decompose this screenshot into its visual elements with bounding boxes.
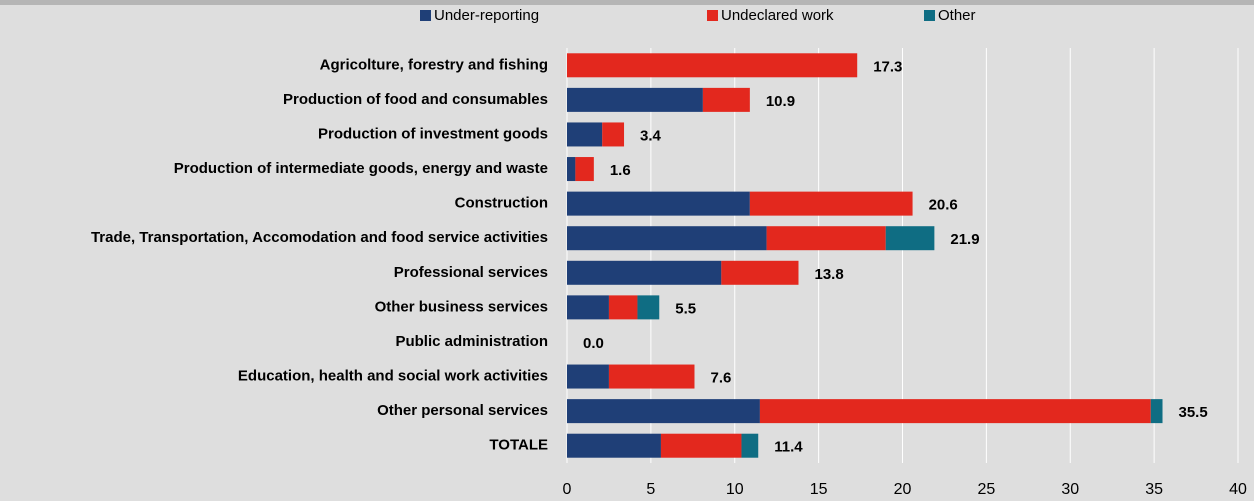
bar-segment [567, 433, 661, 458]
x-tick-label: 0 [563, 481, 572, 498]
bar-segment [575, 157, 594, 182]
bar-segment [567, 157, 576, 182]
x-tick-label: 35 [1145, 481, 1163, 498]
legend-swatch [924, 10, 935, 21]
bar-segment [721, 260, 799, 285]
bar-segment [608, 364, 695, 389]
y-tick-label: Education, health and social work activi… [238, 368, 548, 385]
bar-segment [567, 226, 767, 251]
x-tick-label: 20 [894, 481, 912, 498]
legend-swatch [707, 10, 718, 21]
x-tick-label: 25 [977, 481, 995, 498]
bar-segment [759, 399, 1151, 424]
bar-segment [885, 226, 935, 251]
x-tick-label: 5 [646, 481, 655, 498]
y-tick-label: Other personal services [377, 402, 548, 419]
bar-segment [567, 191, 750, 216]
x-tick-label: 15 [810, 481, 828, 498]
bar-segment [660, 433, 742, 458]
bar-segment [749, 191, 913, 216]
y-tick-label: Production of intermediate goods, energy… [174, 160, 548, 177]
bar-segment [1150, 399, 1163, 424]
y-tick-label: Trade, Transportation, Accomodation and … [91, 229, 548, 246]
bar-segment [567, 399, 760, 424]
total-label: 20.6 [929, 197, 958, 214]
y-tick-label: Construction [455, 195, 548, 212]
total-label: 10.9 [766, 93, 795, 110]
legend-label: Undeclared work [721, 7, 834, 24]
y-tick-label: Agricolture, forestry and fishing [320, 56, 548, 73]
y-tick-label: Professional services [394, 264, 548, 281]
bar-segment [567, 295, 609, 320]
total-label: 17.3 [873, 58, 902, 75]
x-tick-label: 30 [1061, 481, 1079, 498]
total-label: 0.0 [583, 335, 604, 352]
y-tick-label: TOTALE [489, 437, 548, 454]
bar-segment [567, 87, 703, 112]
bar-segment [637, 295, 660, 320]
legend-label: Other [938, 7, 976, 24]
y-tick-label: Production of investment goods [318, 125, 548, 142]
total-label: 11.4 [774, 439, 803, 456]
bar-segment [567, 53, 858, 78]
total-label: 1.6 [610, 162, 631, 179]
total-label: 21.9 [950, 231, 979, 248]
y-tick-label: Public administration [395, 333, 548, 350]
bar-segment [567, 364, 609, 389]
total-label: 3.4 [640, 127, 662, 144]
y-tick-label: Other business services [375, 298, 548, 315]
x-tick-label: 10 [726, 481, 744, 498]
bar-segment [608, 295, 638, 320]
bar-segment [602, 122, 625, 147]
y-tick-label: Production of food and consumables [283, 91, 548, 108]
x-tick-label: 40 [1229, 481, 1247, 498]
legend-swatch [420, 10, 431, 21]
bar-segment [741, 433, 759, 458]
bar-segment [567, 122, 603, 147]
total-label: 5.5 [675, 300, 696, 317]
total-label: 35.5 [1179, 404, 1208, 421]
top-border [0, 0, 1254, 5]
bar-segment [567, 260, 722, 285]
total-label: 13.8 [814, 266, 843, 283]
legend-label: Under-reporting [434, 7, 539, 24]
total-label: 7.6 [710, 370, 731, 387]
bar-segment [766, 226, 886, 251]
bar-segment [702, 87, 750, 112]
